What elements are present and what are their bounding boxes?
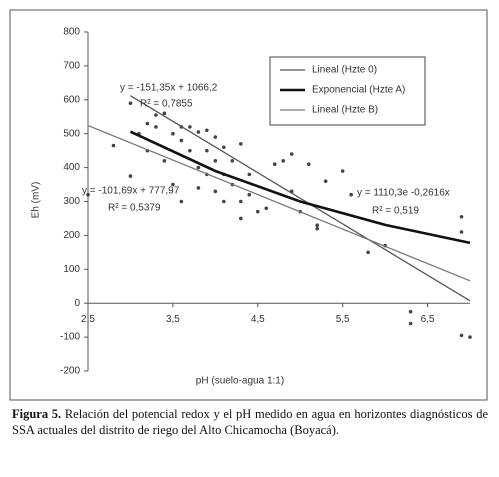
y-tick-label: 800 xyxy=(63,27,80,38)
annotation: y = 1110,3e -0,2616x xyxy=(357,188,450,199)
trend-line xyxy=(130,95,471,302)
data-point xyxy=(408,309,413,314)
legend-label: Lineal (Hzte 0) xyxy=(312,65,377,76)
y-tick-label: 0 xyxy=(74,298,80,309)
data-point xyxy=(222,145,226,150)
data-point xyxy=(315,226,320,231)
data-point xyxy=(349,192,353,197)
data-point xyxy=(188,125,192,129)
data-point xyxy=(247,192,252,197)
data-point xyxy=(230,159,235,163)
data-point xyxy=(196,165,201,170)
data-point xyxy=(264,206,269,211)
data-point xyxy=(145,121,150,126)
annotation: y = -151,35x + 1066,2 xyxy=(120,83,218,94)
data-point xyxy=(205,128,209,133)
data-point xyxy=(340,169,345,173)
y-tick-label: 400 xyxy=(63,162,80,173)
x-tick-label: 6,5 xyxy=(421,314,435,325)
data-point xyxy=(188,148,192,153)
data-point xyxy=(289,152,294,156)
x-tick-label: 3,5 xyxy=(166,314,180,325)
data-point xyxy=(154,125,158,129)
data-point xyxy=(459,214,464,219)
data-point xyxy=(111,143,116,148)
data-point xyxy=(128,174,133,178)
data-point xyxy=(196,186,201,190)
data-point xyxy=(171,131,175,136)
y-tick-label: -200 xyxy=(60,366,80,377)
data-point xyxy=(323,179,328,183)
data-point xyxy=(196,130,201,134)
annotation: y = -101,69x + 777,97 xyxy=(82,186,180,197)
data-point xyxy=(222,199,226,204)
caption-text: Relación del potencial redox y el pH med… xyxy=(12,407,488,437)
trend-line xyxy=(87,124,471,282)
data-point xyxy=(408,321,413,326)
y-axis-label: Eh (mV) xyxy=(31,182,42,219)
annotation: R² = 0,7855 xyxy=(140,99,193,110)
annotation: R² = 0,5379 xyxy=(108,203,161,214)
data-point xyxy=(154,113,158,117)
data-point xyxy=(162,159,167,163)
data-point xyxy=(239,142,243,146)
data-point xyxy=(162,111,167,116)
data-point xyxy=(239,199,243,204)
data-point xyxy=(366,250,370,255)
data-point xyxy=(205,148,209,153)
legend-label: Lineal (Hzte B) xyxy=(312,105,378,116)
legend-label: Exponencial (Hzte A) xyxy=(312,85,405,96)
data-point xyxy=(171,182,175,187)
data-point xyxy=(272,162,277,167)
x-tick-label: 2,5 xyxy=(81,314,95,325)
data-point xyxy=(213,189,218,194)
x-axis-label: pH (suelo-agua 1:1) xyxy=(196,376,284,387)
data-point xyxy=(179,199,184,204)
chart-frame xyxy=(9,9,488,401)
data-point xyxy=(213,135,218,139)
y-tick-label: 500 xyxy=(63,128,80,139)
y-tick-label: 300 xyxy=(63,196,80,207)
data-point xyxy=(306,162,311,167)
data-point xyxy=(247,172,252,177)
data-point xyxy=(239,216,243,221)
data-point xyxy=(468,335,472,339)
x-tick-label: 4,5 xyxy=(251,314,265,325)
data-point xyxy=(128,101,133,105)
data-point xyxy=(179,138,184,143)
data-point xyxy=(459,333,464,338)
y-tick-label: 100 xyxy=(63,264,80,275)
y-tick-label: 600 xyxy=(63,94,80,105)
y-tick-label: -100 xyxy=(60,332,80,343)
chart: pH (suelo-agua 1:1) Eh (mV) -200 -100 0 100… xyxy=(9,9,488,401)
data-point xyxy=(213,159,218,163)
caption: Figura 5. Relación del potencial redox y… xyxy=(12,406,488,438)
trend-line xyxy=(129,130,471,245)
data-point xyxy=(315,223,320,228)
data-point xyxy=(255,209,260,214)
annotation: R² = 0,519 xyxy=(372,206,419,217)
y-tick-label: 200 xyxy=(63,230,80,241)
data-point xyxy=(459,230,464,234)
caption-label: Figura 5. xyxy=(12,407,62,421)
y-tick-label: 700 xyxy=(63,61,80,72)
x-tick-label: 5,5 xyxy=(336,314,350,325)
data-point xyxy=(281,159,286,163)
data-point xyxy=(86,192,90,197)
